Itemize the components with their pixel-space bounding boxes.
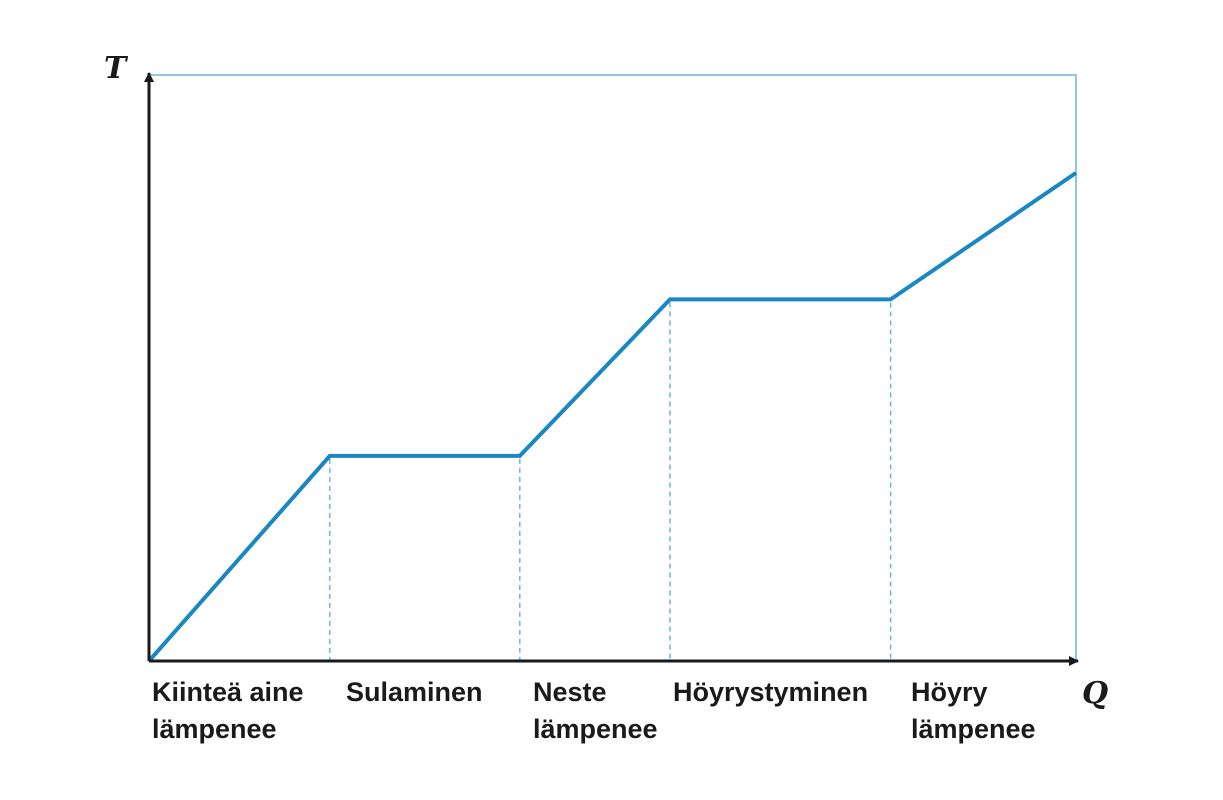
segment-label: Höyry xyxy=(911,677,988,707)
temperature-curve xyxy=(147,171,1078,663)
y-axis-title: T xyxy=(104,51,129,86)
segment-label: Höyrystyminen xyxy=(673,677,868,707)
plot-frame xyxy=(149,74,1077,661)
segment-label: lämpenee xyxy=(533,714,658,744)
segment-label: Neste xyxy=(533,677,607,707)
x-axis-title: Q xyxy=(1082,676,1108,711)
segment-label: Sulaminen xyxy=(346,677,483,707)
phase-boundaries xyxy=(329,302,892,661)
segment-labels: Kiinteä aine lämpenee Sulaminen Neste lämpen… xyxy=(152,677,1036,744)
segment-label: Kiinteä aine xyxy=(152,677,304,707)
segment-label: lämpenee xyxy=(152,714,277,744)
segment-label: lämpenee xyxy=(911,714,1036,744)
